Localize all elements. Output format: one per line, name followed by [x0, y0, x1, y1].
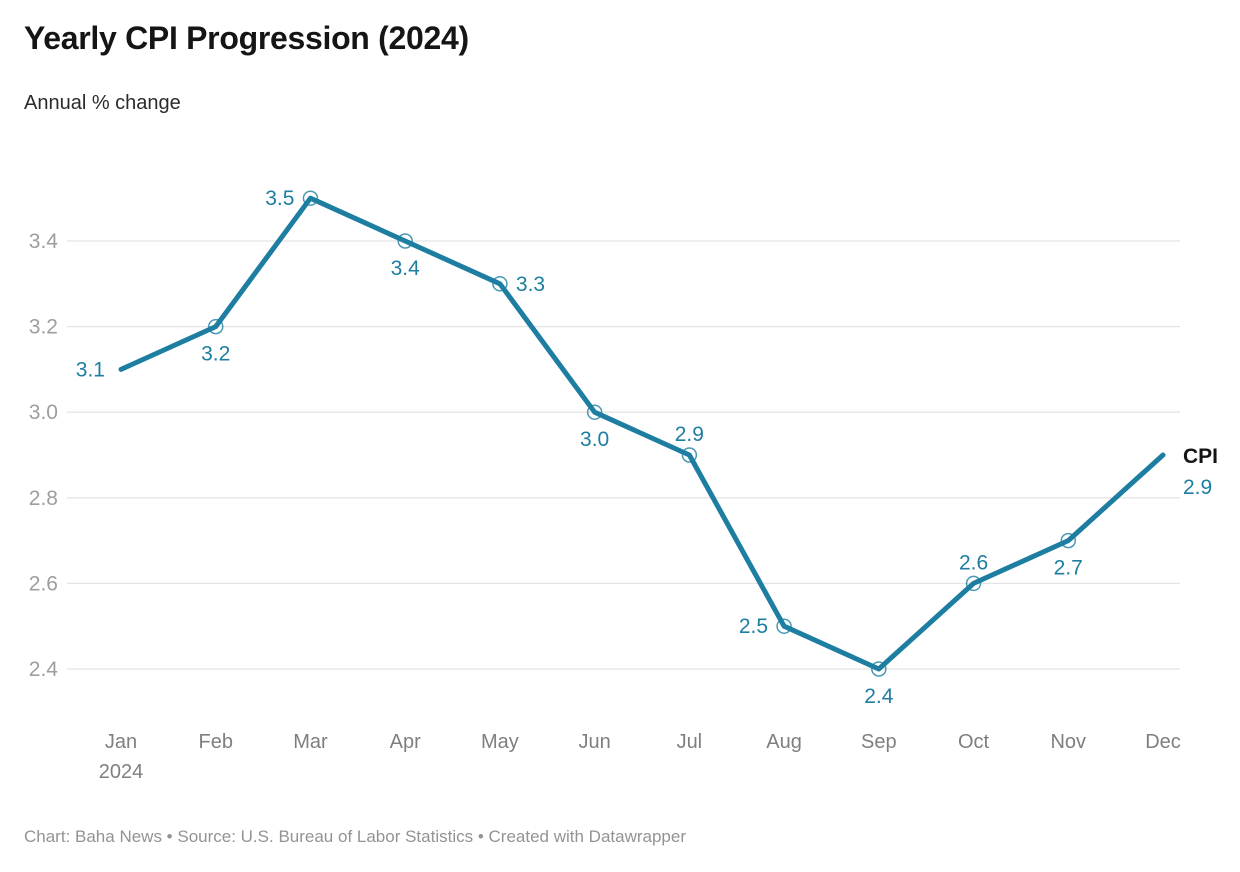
data-point-marker: [492, 276, 508, 292]
chart-subtitle: Annual % change: [24, 92, 181, 114]
data-point-marker: [1060, 532, 1077, 549]
data-point-marker: [207, 318, 224, 335]
x-tick-label: Oct: [958, 731, 990, 753]
data-point-label: 3.0: [580, 428, 609, 451]
data-point-marker: [397, 233, 413, 249]
y-tick-label: 2.6: [29, 572, 58, 595]
series-end-label: CPI: [1183, 445, 1218, 468]
x-tick-label: Aug: [766, 731, 802, 753]
y-tick-label: 3.0: [29, 401, 58, 424]
chart-title: Yearly CPI Progression (2024): [24, 20, 469, 56]
data-point-marker: [681, 447, 698, 463]
x-tick-label: Dec: [1145, 731, 1181, 753]
series-end-value: 2.9: [1183, 476, 1212, 499]
data-point-label: 2.9: [675, 423, 704, 446]
cpi-line: [118, 195, 1166, 672]
data-point-marker: [776, 618, 792, 634]
x-tick-label: May: [481, 731, 519, 753]
data-point-label: 2.5: [739, 615, 768, 638]
y-tick-label: 3.2: [29, 316, 58, 339]
x-tick-label: Jun: [579, 731, 611, 753]
x-tick-label: Apr: [390, 731, 421, 753]
data-point-label: 2.6: [959, 551, 988, 574]
y-tick-label: 2.4: [29, 658, 59, 681]
x-tick-label: Mar: [293, 731, 328, 753]
x-tick-label: Feb: [198, 731, 232, 753]
x-tick-label: Sep: [861, 731, 897, 753]
data-point-label: 2.4: [864, 685, 894, 708]
data-point-marker: [302, 190, 319, 206]
chart-footer: Chart: Baha News • Source: U.S. Bureau o…: [24, 827, 686, 846]
y-tick-label: 2.8: [29, 487, 58, 510]
data-point-label: 3.5: [265, 187, 294, 210]
x-tick-label: Jul: [677, 731, 703, 753]
x-tick-label: Nov: [1050, 731, 1086, 753]
data-point-label: 3.1: [76, 358, 105, 381]
data-point-label: 3.3: [516, 273, 545, 296]
x-tick-label: Jan: [105, 731, 137, 753]
data-point-label: 3.2: [201, 343, 230, 366]
data-point-label: 3.4: [391, 257, 421, 280]
x-tick-year-label: 2024: [99, 761, 144, 783]
y-tick-label: 3.4: [29, 230, 59, 253]
data-point-marker: [871, 661, 887, 677]
data-point-marker: [965, 575, 982, 592]
data-point-label: 2.7: [1054, 557, 1083, 580]
data-point-marker: [586, 404, 603, 420]
